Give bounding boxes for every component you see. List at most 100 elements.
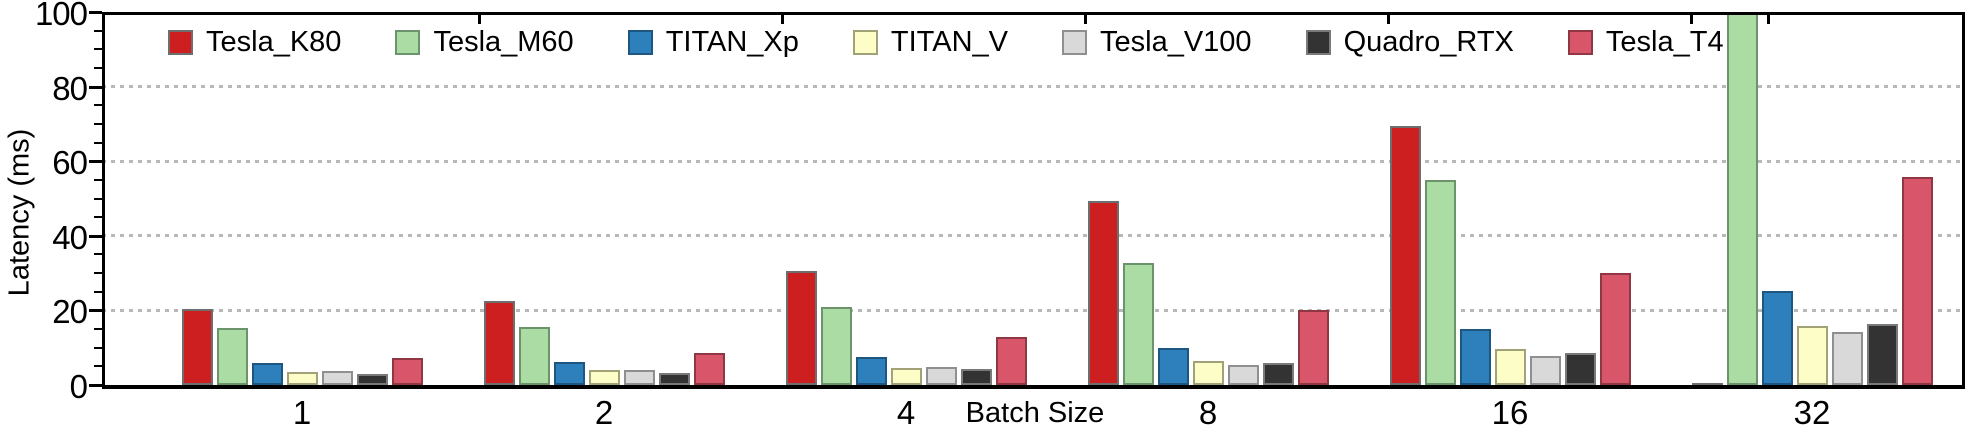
y-tick-label-80: 80 [52, 69, 88, 107]
bar-Tesla_T4-batch32[interactable] [1901, 177, 1933, 385]
legend-swatch-Tesla_M60 [395, 30, 421, 55]
bar-Tesla_V100-batch4[interactable] [925, 367, 957, 385]
bar-Tesla_M60-batch2[interactable] [518, 326, 550, 385]
bar-Tesla_K80-batch1[interactable] [181, 308, 213, 385]
y-tick-label-0: 0 [69, 368, 88, 405]
bar-Tesla_M60-batch4[interactable] [820, 306, 852, 385]
y-tick-100 [89, 11, 102, 14]
y-tick-25 [94, 290, 102, 293]
bar-Tesla_M60-batch1[interactable] [216, 328, 248, 385]
bar-Tesla_T4-batch4[interactable] [995, 336, 1027, 385]
bar-Quadro_RTX-batch8[interactable] [1262, 362, 1294, 385]
y-tick-30 [94, 272, 102, 275]
bar-TITAN_Xp-batch8[interactable] [1157, 347, 1189, 385]
y-tick-60 [89, 160, 102, 164]
bar-TITAN_V-batch16[interactable] [1494, 348, 1526, 385]
legend-swatch-Tesla_T4 [1567, 30, 1593, 55]
bar-TITAN_V-batch2[interactable] [588, 370, 620, 385]
legend-label-TITAN_V: TITAN_V [890, 26, 1008, 58]
bar-TITAN_V-batch8[interactable] [1192, 361, 1224, 385]
y-tick-15 [94, 328, 102, 331]
x-tick-label-4: 4 [896, 394, 916, 431]
legend-swatch-Tesla_V100 [1062, 30, 1087, 55]
bar-Tesla_K80-batch16[interactable] [1389, 125, 1421, 385]
legend-label-TITAN_Xp: TITAN_Xp [665, 26, 799, 58]
legend-label-Tesla_K80: Tesla_K80 [206, 26, 342, 58]
x-tick-label-8: 8 [1198, 394, 1218, 431]
y-tick-40 [89, 234, 102, 238]
top-minor-tick-4 [1690, 15, 1693, 24]
legend-label-Tesla_T4: Tesla_T4 [1605, 26, 1724, 58]
legend-item-TITAN_Xp[interactable]: TITAN_Xp [627, 26, 799, 59]
y-tick-70 [94, 122, 102, 125]
bar-Tesla_M60-batch8[interactable] [1122, 262, 1154, 385]
bar-Tesla_M60-batch32[interactable] [1726, 12, 1758, 385]
legend-item-TITAN_V[interactable]: TITAN_V [852, 26, 1008, 59]
x-tick-label-16: 16 [1491, 394, 1529, 431]
bar-Quadro_RTX-batch2[interactable] [658, 373, 690, 385]
y-tick-label-20: 20 [52, 293, 88, 331]
bar-TITAN_Xp-batch4[interactable] [855, 356, 887, 385]
x-axis-title: Batch Size [965, 397, 1105, 429]
x-tick-label-32: 32 [1793, 394, 1831, 431]
legend-label-Quadro_RTX: Quadro_RTX [1343, 26, 1514, 58]
legend-item-Tesla_T4[interactable]: Tesla_T4 [1567, 26, 1724, 59]
legend-item-Tesla_K80[interactable]: Tesla_K80 [168, 26, 341, 59]
legend-swatch-TITAN_Xp [627, 30, 653, 55]
y-tick-90 [94, 48, 102, 51]
bar-Tesla_K80-batch4[interactable] [785, 270, 817, 385]
bar-Tesla_T4-batch8[interactable] [1297, 309, 1329, 385]
gridline-y40 [102, 234, 1965, 238]
bar-TITAN_V-batch32[interactable] [1796, 326, 1828, 385]
legend-item-Tesla_M60[interactable]: Tesla_M60 [395, 26, 574, 59]
bar-Tesla_K80-batch2[interactable] [483, 301, 515, 385]
bar-TITAN_Xp-batch16[interactable] [1459, 329, 1491, 385]
y-tick-10 [94, 346, 102, 349]
y-tick-80 [89, 85, 102, 89]
bar-Tesla_V100-batch16[interactable] [1529, 355, 1561, 385]
top-minor-tick-2 [1084, 15, 1087, 24]
bar-TITAN_Xp-batch2[interactable] [553, 361, 585, 385]
axis-spine-right [1962, 12, 1965, 389]
legend-label-Tesla_V100: Tesla_V100 [1100, 26, 1252, 58]
y-tick-35 [94, 253, 102, 256]
bar-Tesla_M60-batch16[interactable] [1424, 179, 1456, 385]
bar-TITAN_Xp-batch1[interactable] [251, 362, 283, 385]
y-tick-5 [94, 365, 102, 368]
bar-Tesla_T4-batch2[interactable] [693, 352, 725, 385]
bar-Tesla_V100-batch32[interactable] [1831, 331, 1863, 385]
bar-Tesla_T4-batch1[interactable] [391, 357, 423, 385]
bar-TITAN_Xp-batch32[interactable] [1761, 291, 1793, 385]
legend: Tesla_K80 Tesla_M60 TITAN_Xp TITAN_V Tesla_V… [168, 26, 1724, 59]
y-tick-85 [94, 66, 102, 69]
bar-Tesla_K80-batch8[interactable] [1087, 201, 1119, 385]
y-tick-55 [94, 178, 102, 181]
legend-item-Tesla_V100[interactable]: Tesla_V100 [1062, 26, 1252, 59]
legend-item-Quadro_RTX[interactable]: Quadro_RTX [1305, 26, 1514, 59]
bar-Quadro_RTX-batch16[interactable] [1564, 352, 1596, 385]
top-minor-tick-1 [781, 15, 784, 24]
bar-Quadro_RTX-batch4[interactable] [960, 369, 992, 385]
bar-Tesla_V100-batch2[interactable] [623, 369, 655, 385]
bar-Tesla_T4-batch16[interactable] [1599, 272, 1631, 385]
axis-spine-top [102, 12, 1965, 15]
axis-spine-bottom [102, 385, 1965, 389]
y-tick-45 [94, 216, 102, 219]
legend-swatch-Quadro_RTX [1305, 30, 1331, 55]
x-tick-label-2: 2 [594, 394, 614, 431]
gridline-y20 [102, 308, 1965, 312]
bar-TITAN_V-batch4[interactable] [890, 368, 922, 385]
top-minor-tick-0 [478, 15, 481, 24]
bar-TITAN_V-batch1[interactable] [286, 371, 318, 385]
bar-Quadro_RTX-batch1[interactable] [356, 374, 388, 385]
gridline-y80 [102, 85, 1965, 89]
x-tick-label-1: 1 [292, 394, 312, 431]
y-tick-20 [89, 309, 102, 313]
top-minor-tick-5 [1767, 15, 1770, 24]
y-tick-label-40: 40 [52, 218, 88, 256]
bar-Tesla_V100-batch1[interactable] [321, 370, 353, 385]
bar-Tesla_V100-batch8[interactable] [1227, 365, 1259, 385]
bar-Quadro_RTX-batch32[interactable] [1866, 324, 1898, 385]
y-tick-75 [94, 104, 102, 107]
